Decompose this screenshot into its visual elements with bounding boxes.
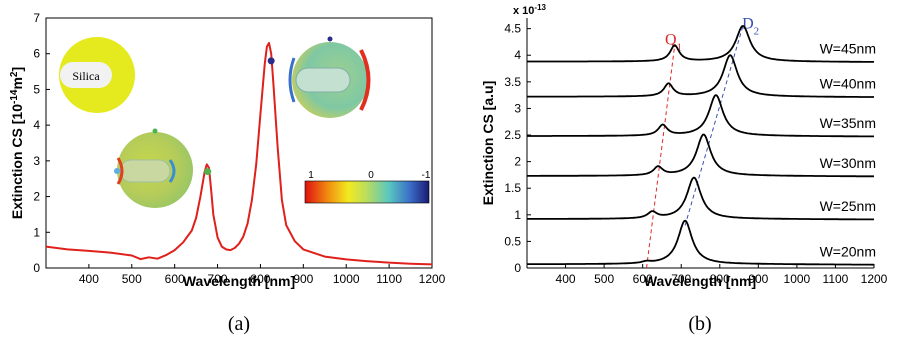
panel-a-x-label: Wavelength [nm] bbox=[183, 273, 295, 289]
panel-b-x-tick-label: 1200 bbox=[861, 272, 888, 286]
panel-a-x-tick-label: 800 bbox=[250, 272, 270, 286]
panel-a-x-tick-label: 400 bbox=[79, 272, 99, 286]
panel-a-markers bbox=[204, 57, 275, 176]
panel-b-y-tick-label: 3.5 bbox=[504, 75, 521, 89]
panel-a-x-tick-label: 900 bbox=[293, 272, 313, 286]
panel-b-series-line bbox=[527, 25, 874, 63]
panel-b-x-tick-label: 500 bbox=[594, 272, 614, 286]
panel-b-chart: 0 0.5 1 1.5 2 2.5 3 3.5 4 4.5 400 500 600 700 800 900 1… bbox=[480, 3, 888, 336]
panel-a-x-tick-label: 1000 bbox=[333, 272, 360, 286]
panel-b-x-tick-label: 1000 bbox=[784, 272, 811, 286]
panel-b-x-label: Wavelength [nm] bbox=[644, 273, 756, 289]
panel-b-series-line bbox=[527, 94, 874, 138]
panel-b-series-line bbox=[527, 219, 874, 266]
panel-b-series-label: W=45nm bbox=[820, 41, 876, 57]
panel-b-x-tick-label: 400 bbox=[556, 272, 576, 286]
panel-b-series-label: W=40nm bbox=[820, 76, 876, 92]
panel-b-y-tick-label: 3 bbox=[514, 101, 521, 115]
panel-b-series-label: W=25nm bbox=[820, 198, 876, 214]
panel-a-y-tick-label: 0 bbox=[33, 261, 40, 275]
panel-a-y-tick-label: 7 bbox=[33, 11, 40, 25]
panel-a-x-tick-label: 1100 bbox=[376, 272, 402, 286]
panel-a-y-tick-label: 3 bbox=[33, 154, 40, 168]
panel-b-y-tick-label: 4 bbox=[514, 48, 521, 62]
panel-b-x-tick-label: 900 bbox=[748, 272, 768, 286]
panel-b-y-tick-label: 2.5 bbox=[504, 128, 521, 142]
quadrupole-field-inset bbox=[114, 128, 193, 208]
panel-b-multiplier: x 10-13 bbox=[513, 3, 547, 18]
panel-a-y-tick-label: 6 bbox=[33, 47, 40, 61]
panel-b-y-tick-label: 2 bbox=[514, 155, 521, 169]
panel-b-x-ticks: 400 500 600 700 800 900 1000 1100 1200 bbox=[556, 264, 888, 286]
panel-a-y-tick-label: 5 bbox=[33, 82, 40, 96]
colorbar-tick-min: -1 bbox=[422, 170, 431, 181]
colorbar-tick-max: 1 bbox=[308, 170, 314, 181]
panel-b-trend-label-q: Q1 bbox=[665, 32, 682, 54]
panel-b-y-label: Extinction CS [a.u] bbox=[480, 81, 496, 205]
panel-b-y-tick-label: 4.5 bbox=[504, 22, 521, 36]
panel-a-x-tick-label: 600 bbox=[165, 272, 185, 286]
panel-b-y-tick-label: 1.5 bbox=[504, 181, 521, 195]
panel-a-x-tick-label: 700 bbox=[208, 272, 228, 286]
panel-b-y-tick-label: 1 bbox=[514, 208, 521, 222]
panel-b-caption: (b) bbox=[688, 313, 711, 335]
dipole-field-inset bbox=[288, 36, 371, 118]
silica-sphere-inset: Silica bbox=[59, 37, 135, 113]
panel-b-y-tick-label: 0 bbox=[514, 261, 521, 275]
panel-b-x-tick-label: 600 bbox=[633, 272, 653, 286]
colorbar: 1 0 -1 bbox=[304, 170, 431, 204]
panel-a-x-tick-label: 500 bbox=[122, 272, 142, 286]
panel-a-peak-marker bbox=[204, 168, 212, 176]
panel-b-trend-line-q bbox=[646, 45, 676, 269]
panel-b-series-labels: W=20nm W=25nm W=30nm W=35nm W=40nm W=45nm bbox=[820, 41, 876, 260]
panel-a-y-tick-label: 1 bbox=[33, 225, 40, 239]
panel-b-series bbox=[527, 25, 874, 266]
panel-b-series-label: W=30nm bbox=[820, 155, 876, 171]
panel-a-x-ticks: 400 500 600 700 800 900 1000 1100 1200 bbox=[79, 264, 446, 286]
panel-a-peak-marker bbox=[267, 57, 275, 65]
silica-rod-shape bbox=[60, 62, 112, 88]
panel-a-y-tick-label: 4 bbox=[33, 118, 40, 132]
quadrupole-indicator-dot bbox=[152, 128, 158, 134]
panel-a-series bbox=[45, 42, 433, 266]
dipole-indicator-dot bbox=[327, 36, 333, 42]
panel-a-y-tick-label: 2 bbox=[33, 190, 40, 204]
panel-b-series-line bbox=[527, 54, 874, 98]
panel-b-x-tick-label: 800 bbox=[710, 272, 730, 286]
colorbar-tick-mid: 0 bbox=[368, 170, 374, 181]
panel-b-series-label: W=35nm bbox=[820, 115, 876, 131]
panel-b-y-tick-label: 0.5 bbox=[504, 234, 521, 248]
panel-a-x-tick-label: 1200 bbox=[419, 272, 446, 286]
panel-a-extinction-line bbox=[45, 42, 433, 266]
panel-b-trend-lines: Q1 D2 bbox=[646, 16, 759, 269]
panel-b-series-line bbox=[527, 133, 874, 178]
panel-b-trend-label-d: D2 bbox=[742, 16, 759, 38]
panel-a-y-ticks: 0 1 2 3 4 5 6 7 bbox=[33, 11, 50, 275]
silica-label: Silica bbox=[72, 69, 100, 83]
panel-a-y-label: Extinction CS [10-14m2] bbox=[9, 67, 26, 219]
panel-b-x-tick-label: 700 bbox=[671, 272, 691, 286]
panel-b-series-label: W=20nm bbox=[820, 243, 876, 259]
panel-b-series-line bbox=[527, 176, 874, 221]
panel-b-x-tick-label: 1100 bbox=[823, 272, 849, 286]
panel-a-caption: (a) bbox=[228, 313, 250, 335]
panel-b-y-ticks: 0 0.5 1 1.5 2 2.5 3 3.5 4 4.5 bbox=[504, 22, 531, 275]
